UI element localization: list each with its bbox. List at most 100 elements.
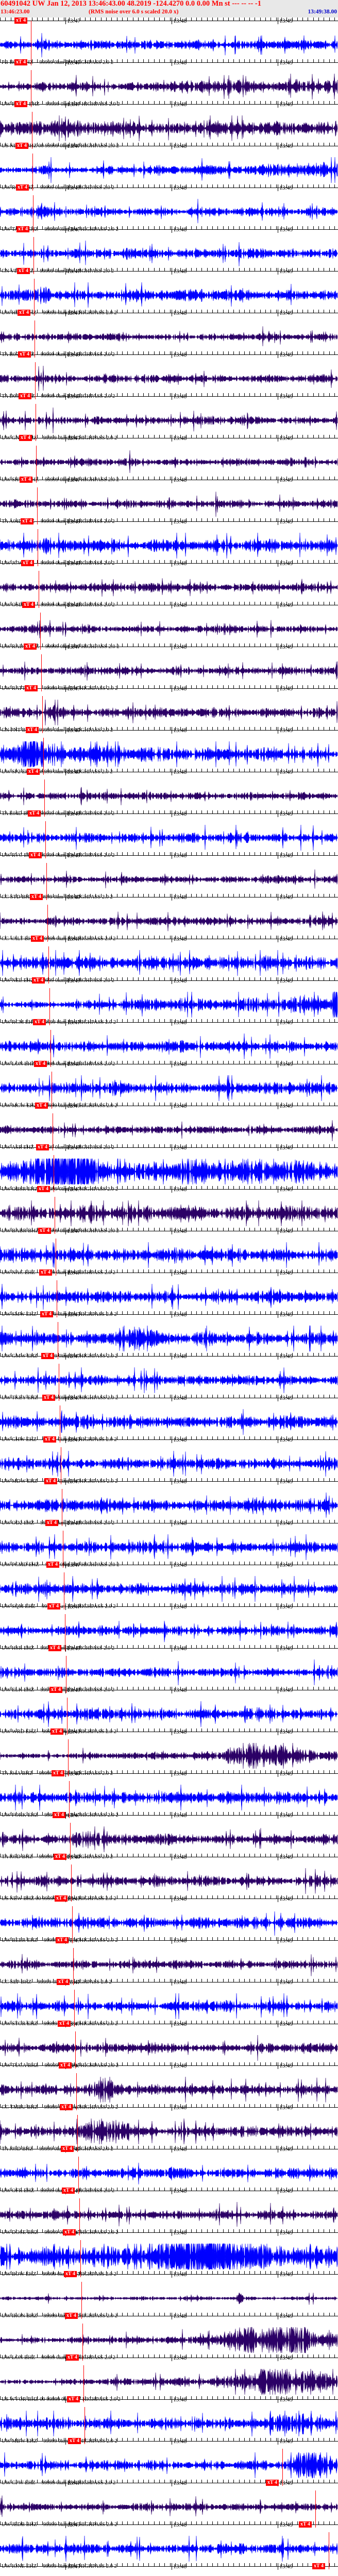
waveform[interactable] [0, 1909, 338, 1936]
pick-time-marker[interactable] [69, 1781, 70, 1818]
waveform[interactable] [0, 2118, 338, 2145]
trace-gain-badge[interactable]: xT 4 [24, 643, 37, 650]
pick-time-marker[interactable] [34, 279, 35, 316]
pick-time-marker[interactable] [71, 1865, 72, 1902]
trace-gain-badge[interactable]: xT 4 [266, 2480, 279, 2486]
trace-row[interactable]: UW OFR EHZ -- 99999 0km BW HIGHPASS 2.0 … [0, 2153, 338, 2194]
waveform[interactable] [0, 198, 338, 225]
trace-gain-badge[interactable]: xT 4 [49, 1687, 62, 1693]
waveform[interactable] [0, 2410, 338, 2437]
trace-row[interactable]: PB B004 EHZ -- 99999 0km BW HIGHPASS 2.0… [0, 24, 338, 66]
trace-gain-badge[interactable]: xT 4 [19, 393, 31, 399]
pick-time-marker[interactable] [37, 487, 38, 524]
trace-gain-badge[interactable]: xT 4 [28, 810, 41, 817]
trace-row[interactable]: CN PNT BHZ -- 99999 0km BW HIGHPASS 2.0 … [0, 692, 338, 734]
trace-gain-badge[interactable]: xT 4 [44, 1478, 57, 1484]
waveform[interactable] [0, 407, 338, 434]
trace-row[interactable]: UW OBSR EHZ -- 99999 0km BW HIGHPASS 2.0… [0, 1151, 338, 1193]
trace-gain-badge[interactable]: xT 4 [64, 2271, 77, 2277]
trace-gain-badge[interactable]: xT 4 [46, 1562, 59, 1568]
waveform[interactable] [0, 1617, 338, 1644]
trace-row[interactable]: UW IRON BHZ -- 99999 0km BW HIGHPASS 2.0… [0, 2278, 338, 2319]
pick-time-marker[interactable] [75, 2031, 76, 2069]
trace-gain-badge[interactable]: xT 4 [68, 2438, 81, 2444]
pick-time-marker[interactable] [315, 2490, 316, 2528]
trace-gain-badge[interactable]: xT 4 [66, 2354, 79, 2361]
trace-row[interactable]: UW TAKO EHZ -- 99999 0km BW HIGHPASS 2.0… [0, 191, 338, 233]
waveform[interactable] [0, 1868, 338, 1894]
waveform[interactable] [0, 1534, 338, 1561]
pick-time-marker[interactable] [76, 2073, 77, 2110]
trace-gain-badge[interactable]: xT 4 [21, 518, 33, 524]
waveform[interactable] [0, 824, 338, 851]
trace-row[interactable]: UW STOR EHZ -- 99999 0km BW HIGHPASS 2.0… [0, 1986, 338, 2027]
trace-row[interactable]: US NEW BHZ 00 99999 0km BW HIGHPASS 2.0 … [0, 1860, 338, 1902]
trace-gain-badge[interactable]: xT 4 [50, 1728, 63, 1735]
trace-row[interactable]: UW RVC EHZ -- 99999 0km BW HIGHPASS 2.0 … [0, 817, 338, 859]
trace-row[interactable]: UW IONE EHZ -- 99999 0km BW HIGHPASS 2.0… [0, 2528, 338, 2570]
waveform[interactable] [0, 490, 338, 517]
waveform[interactable] [0, 2035, 338, 2061]
trace-row[interactable]: UW RATT BHZ -- 99999 0km BW HIGHPASS 2.0… [0, 650, 338, 692]
trace-gain-badge[interactable]: xT 4 [62, 2188, 75, 2194]
waveform[interactable] [0, 282, 338, 309]
trace-gain-badge[interactable]: xT 4 [20, 477, 32, 483]
trace-gain-badge[interactable]: xT 4 [31, 936, 44, 942]
pick-time-marker[interactable] [35, 362, 36, 399]
trace-row[interactable]: UW NAC EHZ -- 99999 0km BW HIGHPASS 2.0 … [0, 1234, 338, 1276]
trace-row[interactable]: UW SMW EHZ -- 99999 0km BW HIGHPASS 2.0 … [0, 1276, 338, 1318]
trace-row[interactable]: UW HSR EHZ -- 99999 0km BW HIGHPASS 2.0 … [0, 1610, 338, 1652]
trace-row[interactable]: UW RCM EHZ -- 99999 0km BW HIGHPASS 2.0 … [0, 984, 338, 1026]
trace-gain-badge[interactable]: xT 4 [312, 2563, 325, 2569]
waveform[interactable] [0, 449, 338, 476]
trace-row[interactable]: TA A04D BHZ -- 99999 0km BW HIGHPASS 2.0… [0, 483, 338, 525]
trace-gain-badge[interactable]: xT 4 [56, 1937, 69, 1943]
trace-gain-badge[interactable]: xT 4 [58, 2021, 71, 2027]
waveform[interactable] [0, 1659, 338, 1686]
waveform[interactable] [0, 240, 338, 267]
trace-gain-badge[interactable]: xT 4 [52, 1770, 64, 1776]
waveform[interactable] [0, 574, 338, 601]
trace-row[interactable]: UW CPW EHZ -- 99999 0km BW HIGHPASS 2.0 … [0, 2445, 338, 2486]
waveform[interactable] [0, 1242, 338, 1268]
trace-gain-badge[interactable]: xT 4 [60, 2104, 73, 2110]
trace-row[interactable]: UW DOSE BHZ -- 99999 0km BW HIGHPASS 2.0… [0, 2194, 338, 2236]
waveform[interactable] [0, 532, 338, 559]
waveform[interactable] [0, 1075, 338, 1101]
trace-gain-badge[interactable]: xT 4 [67, 2396, 80, 2402]
trace-gain-badge[interactable]: xT 4 [65, 2313, 78, 2319]
trace-gain-badge[interactable]: xT 4 [53, 1812, 65, 1818]
waveform[interactable] [0, 1367, 338, 1394]
trace-gain-badge[interactable]: xT 4 [40, 1311, 53, 1317]
waveform[interactable] [0, 1200, 338, 1227]
pick-time-marker[interactable] [78, 2157, 79, 2194]
trace-row[interactable]: UW MDW EHZ -- 99999 0km BW HIGHPASS 2.0 … [0, 1443, 338, 1485]
trace-gain-badge[interactable]: xT 4 [59, 2062, 72, 2069]
trace-row[interactable]: CC SEP BHZ -- 99999 0km BW HIGHPASS 2.0 … [0, 1944, 338, 1986]
trace-row[interactable]: UW SQM EHZ -- 99999 0km BW HIGHPASS 2.0 … [0, 1568, 338, 1610]
trace-gain-badge[interactable]: xT 4 [25, 685, 38, 691]
waveform[interactable] [0, 2368, 338, 2395]
trace-gain-badge[interactable]: xT 4 [48, 1645, 61, 1651]
trace-gain-badge[interactable]: xT 4 [43, 1436, 56, 1443]
pick-time-marker[interactable] [70, 1823, 71, 1860]
trace-row[interactable]: CN VDB EHZ -- 99999 0km BW HIGHPASS 2.0 … [0, 233, 338, 275]
pick-time-marker[interactable] [33, 237, 34, 274]
pick-time-marker[interactable] [81, 2282, 82, 2319]
trace-gain-badge[interactable]: xT 4 [47, 1603, 60, 1609]
trace-row[interactable]: TA J05D BHZ -- 99999 0km BW HIGHPASS 2.0… [0, 2111, 338, 2153]
pick-time-marker[interactable] [68, 1739, 69, 1776]
pick-time-marker[interactable] [42, 696, 43, 733]
trace-row[interactable]: UW FORK EHZ -- 99999 0km BW HIGHPASS 2.0… [0, 1777, 338, 1819]
waveform[interactable] [0, 1158, 338, 1185]
trace-gain-badge[interactable]: xT 4 [38, 1228, 51, 1234]
trace-gain-badge[interactable]: xT 4 [55, 1895, 67, 1902]
pick-time-marker[interactable] [79, 2198, 80, 2235]
trace-row[interactable]: CC STD BHZ -- 99999 0km BW HIGHPASS 2.0 … [0, 859, 338, 901]
trace-row[interactable]: TA B05D BHZ -- 99999 0km BW HIGHPASS 2.0… [0, 316, 338, 358]
trace-row[interactable]: UW GMW EHZ -- 99999 0km BW HIGHPASS 2.0 … [0, 1318, 338, 1360]
waveform[interactable] [0, 2452, 338, 2479]
trace-row[interactable]: UW BLOW EHZ -- 99999 0km BW HIGHPASS 2.0… [0, 66, 338, 108]
pick-time-marker[interactable] [47, 905, 48, 942]
trace-row[interactable]: CC TMBU BHZ -- 99999 0km BW HIGHPASS 2.0… [0, 2069, 338, 2111]
